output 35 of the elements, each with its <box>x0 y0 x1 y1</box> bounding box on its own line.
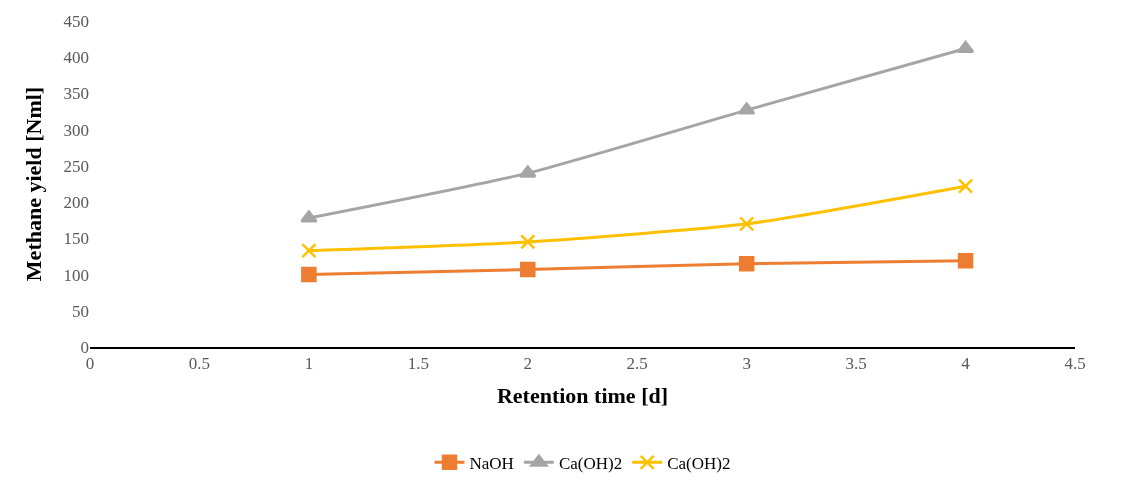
y-tick-label: 300 <box>63 120 89 140</box>
x-tick-label: 2 <box>523 354 533 374</box>
point <box>301 266 317 283</box>
point <box>957 253 974 269</box>
x-tick-label: 0.5 <box>188 354 211 374</box>
y-tick-label: 400 <box>63 48 89 68</box>
x-axis-title: Retention time [d] <box>496 382 669 408</box>
y-tick-label: 350 <box>63 84 89 104</box>
point <box>301 242 317 259</box>
point <box>520 261 536 278</box>
y-tick-label: 200 <box>63 193 89 213</box>
x-tick-label: 4 <box>961 354 971 374</box>
y-tick-label: 50 <box>72 301 89 321</box>
point <box>956 40 975 54</box>
point <box>957 178 974 194</box>
legend-label: Ca(OH)2 <box>558 453 623 473</box>
point <box>520 234 536 250</box>
point <box>300 210 318 223</box>
legend-label: NaOH <box>469 453 514 473</box>
point <box>519 165 537 178</box>
x-tick-label: 1 <box>304 354 314 374</box>
y-tick-label: 450 <box>63 11 89 31</box>
y-axis-title: Methane yield [Nml] <box>21 86 47 282</box>
y-tick-label: 150 <box>63 229 89 249</box>
x-tick-label: 3 <box>742 354 751 374</box>
x-tick-label: 2.5 <box>626 354 648 374</box>
x-tick-label: 3.5 <box>845 354 867 374</box>
legend-label: Ca(OH)2 <box>667 453 731 473</box>
point <box>738 216 755 232</box>
x-tick-label: 1.5 <box>407 354 429 374</box>
x-tick-label: 4.5 <box>1064 354 1086 374</box>
y-tick-label: 100 <box>63 265 89 285</box>
y-tick-label: 0 <box>80 337 89 357</box>
point <box>738 255 755 272</box>
y-tick-label: 250 <box>63 156 89 176</box>
